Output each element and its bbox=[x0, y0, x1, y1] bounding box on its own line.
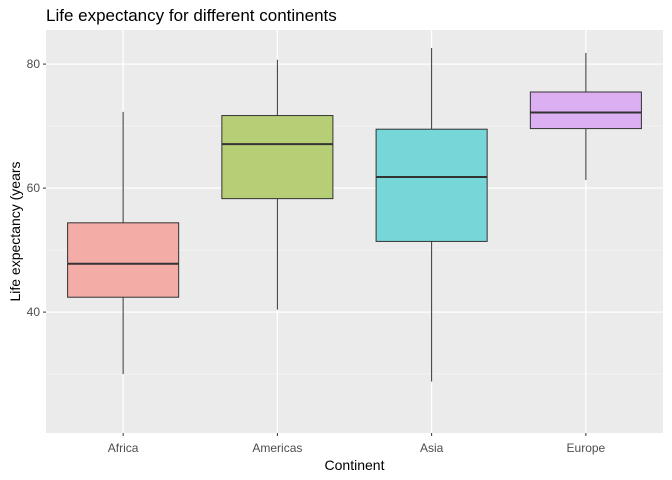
x-tick-label: Americas bbox=[252, 441, 302, 455]
y-axis: 40 60 80 bbox=[27, 57, 46, 319]
x-tick-label: Africa bbox=[108, 441, 139, 455]
x-axis-title: Continent bbox=[325, 457, 385, 473]
box-iqr bbox=[529, 91, 642, 130]
x-tick-label: Europe bbox=[567, 441, 606, 455]
box-africa bbox=[67, 111, 180, 375]
box-asia bbox=[375, 47, 488, 382]
x-axis: Africa Americas Asia Europe bbox=[108, 433, 606, 455]
x-tick-label: Asia bbox=[420, 441, 444, 455]
y-tick-label: 60 bbox=[27, 181, 41, 195]
boxes bbox=[67, 47, 642, 382]
box-iqr bbox=[67, 222, 180, 298]
y-tick-label: 80 bbox=[27, 57, 41, 71]
box-europe bbox=[529, 52, 642, 181]
box-americas bbox=[221, 59, 334, 310]
box-iqr bbox=[375, 128, 488, 242]
box-iqr bbox=[221, 115, 334, 200]
y-axis-title: Life expectancy (years bbox=[7, 161, 23, 301]
chart-title: Life expectancy for different continents bbox=[46, 6, 337, 25]
y-tick-label: 40 bbox=[27, 305, 41, 319]
